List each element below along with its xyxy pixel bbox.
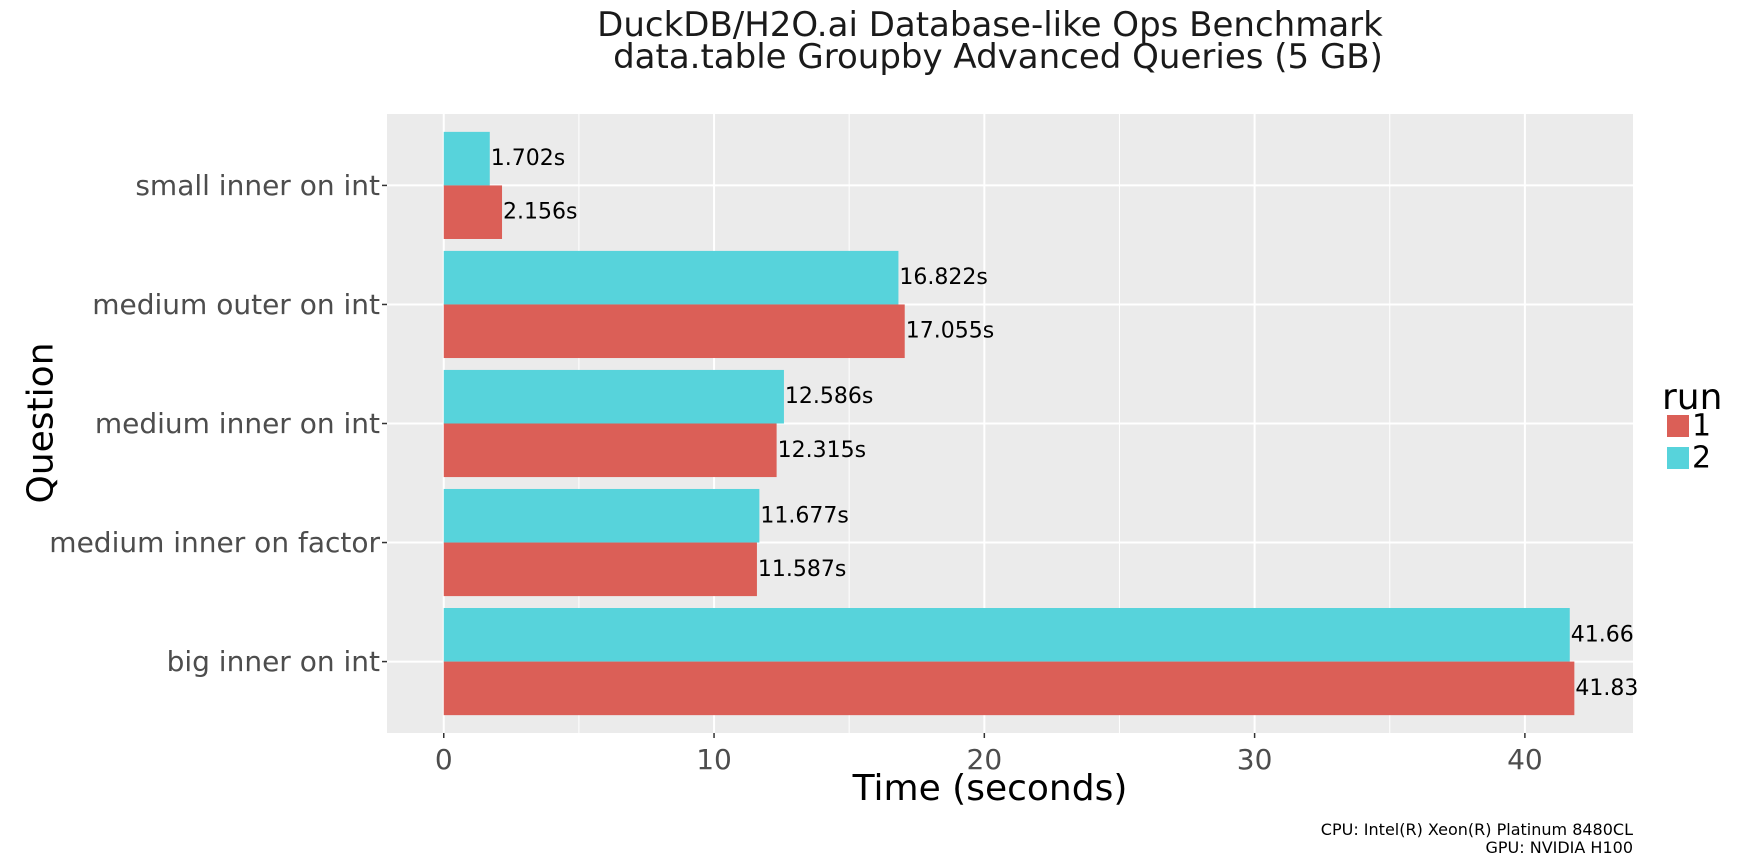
y-axis: small inner on int medium outer on int med… — [49, 169, 387, 678]
y-tick-label-0: small inner on int — [135, 169, 380, 202]
x-tick-label-1: 10 — [696, 743, 732, 776]
bar-run-1-0 — [443, 185, 503, 239]
legend-swatch-2 — [1667, 447, 1689, 469]
bar-run-2-2 — [443, 369, 784, 424]
x-tick-label-2: 20 — [967, 743, 1003, 776]
bar-label-run-2-3: 11.677s — [760, 503, 848, 528]
legend-swatch-1 — [1667, 415, 1689, 437]
bar-run-2-0 — [443, 131, 490, 186]
bar-label-run-2-4: 41.66 — [1571, 622, 1634, 647]
bar-label-run-1-0: 2.156s — [503, 200, 577, 225]
chart-title: DuckDB/H2O.ai Database-like Ops Benchmar… — [597, 5, 1383, 45]
legend: run 12 — [1662, 377, 1722, 476]
bar-run-1-2 — [443, 423, 777, 478]
chart-subtitle: data.table Groupby Advanced Queries (5 G… — [613, 37, 1383, 77]
y-tick-label-2: medium inner on int — [95, 407, 380, 440]
legend-title: run — [1662, 377, 1722, 418]
bar-label-run-2-2: 12.586s — [785, 384, 873, 409]
bar-run-1-4 — [443, 661, 1575, 716]
bar-run-1-1 — [443, 304, 905, 359]
bars-layer — [443, 131, 1575, 716]
y-tick-label-4: big inner on int — [167, 645, 380, 678]
x-axis: 0 10 20 30 40 — [435, 733, 1543, 776]
bar-label-run-1-2: 12.315s — [778, 438, 866, 463]
legend-items: 12 — [1667, 409, 1711, 476]
bar-label-run-1-4: 41.83 — [1575, 676, 1638, 701]
x-tick-label-3: 30 — [1237, 743, 1273, 776]
bar-run-1-3 — [443, 542, 757, 597]
y-axis-title: Question — [21, 342, 62, 503]
bar-run-2-1 — [443, 250, 899, 305]
y-tick-label-3: medium inner on factor — [49, 526, 380, 559]
caption-gpu: GPU: NVIDIA H100 — [1485, 838, 1633, 857]
legend-label-2: 2 — [1692, 441, 1711, 476]
x-tick-label-4: 40 — [1507, 743, 1543, 776]
labels-layer: 1.702s 2.156s 16.822s 17.055s 12.586s 12.315s… — [491, 146, 1639, 701]
caption: CPU: Intel(R) Xeon(R) Platinum 8480CL GP… — [1321, 820, 1633, 857]
bar-label-run-2-0: 1.702s — [491, 146, 565, 171]
x-axis-title: Time (seconds) — [852, 768, 1128, 809]
bar-label-run-2-1: 16.822s — [899, 265, 987, 290]
bar-run-2-4 — [443, 608, 1570, 662]
x-tick-label-0: 0 — [435, 743, 453, 776]
y-tick-label-1: medium outer on int — [92, 288, 380, 321]
caption-cpu: CPU: Intel(R) Xeon(R) Platinum 8480CL — [1321, 820, 1633, 839]
bar-label-run-1-1: 17.055s — [906, 319, 994, 344]
bar-run-2-3 — [443, 488, 760, 543]
bar-label-run-1-3: 11.587s — [758, 557, 846, 582]
legend-label-1: 1 — [1692, 409, 1711, 444]
